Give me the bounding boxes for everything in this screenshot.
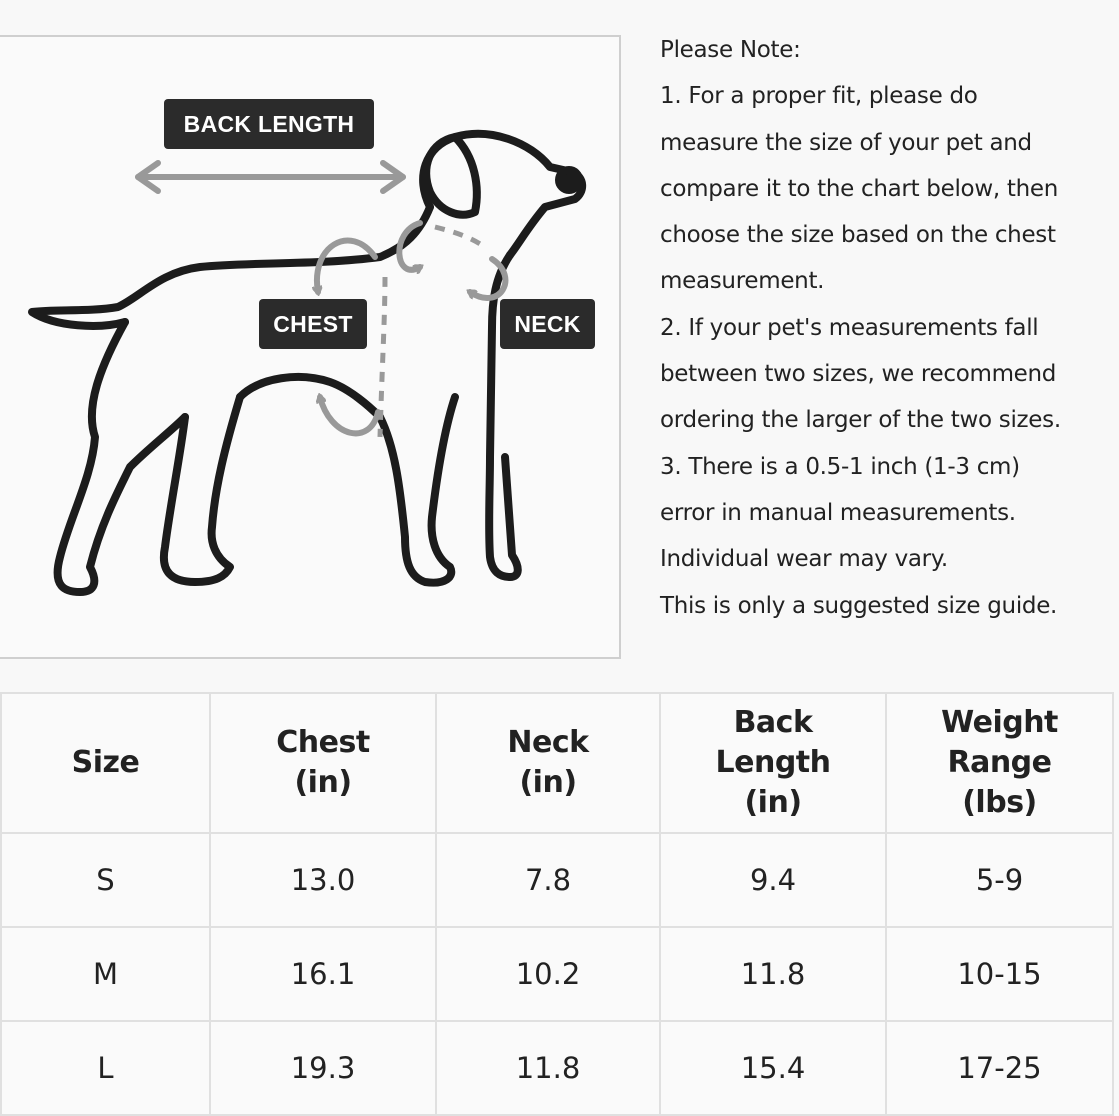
neck-curved-arrows-icon (396, 220, 509, 301)
header-chest: Chest (in) (209, 692, 437, 834)
notes-line: ordering the larger of the two sizes. (660, 407, 1061, 434)
notes-line: choose the size based on the chest (660, 222, 1056, 249)
header-back-length: Back Length (in) (659, 692, 887, 834)
notes-heading: Please Note: (660, 37, 801, 63)
dog-body-icon (28, 129, 587, 596)
table-row: L 19.3 11.8 15.4 17-25 (0, 1020, 1114, 1116)
header-neck: Neck (in) (435, 692, 661, 834)
notes-line: This is only a suggested size guide. (660, 592, 1058, 619)
dog-outline-icon (28, 129, 587, 596)
cell-size: L (0, 1020, 211, 1116)
cell-neck: 11.8 (435, 1020, 661, 1116)
notes-line: compare it to the chart below, then (660, 175, 1058, 202)
back-length-arrow-icon (135, 160, 406, 194)
notes-line: measure the size of your pet and (660, 129, 1032, 156)
header-weight-range: Weight Range (lbs) (885, 692, 1114, 834)
notes-line: 2. If your pet's measurements fall (660, 314, 1039, 341)
cell-neck: 7.8 (435, 832, 661, 928)
cell-chest: 19.3 (209, 1020, 437, 1116)
notes-line: Individual wear may vary. (660, 546, 948, 573)
notes-line: error in manual measurements. (660, 499, 1016, 526)
notes-line: measurement. (660, 268, 825, 295)
chest-curved-arrows-icon (317, 237, 381, 437)
table-row: S 13.0 7.8 9.4 5-9 (0, 832, 1114, 928)
cell-size: M (0, 926, 211, 1022)
size-chart-table: Size Chest (in) Neck (in) Back Length (i… (0, 692, 1114, 1116)
notes-line: 3. There is a 0.5-1 inch (1-3 cm) (660, 453, 1020, 480)
header-size: Size (0, 692, 211, 834)
cell-back-length: 15.4 (659, 1020, 887, 1116)
size-notes: Please Note: 1. For a proper fit, please… (660, 27, 1119, 629)
back-length-label: BACK LENGTH (164, 99, 374, 149)
cell-back-length: 9.4 (659, 832, 887, 928)
cell-weight-range: 5-9 (885, 832, 1114, 928)
notes-line: 1. For a proper fit, please do (660, 83, 978, 110)
cell-size: S (0, 832, 211, 928)
cell-chest: 16.1 (209, 926, 437, 1022)
table-row: M 16.1 10.2 11.8 10-15 (0, 926, 1114, 1022)
cell-chest: 13.0 (209, 832, 437, 928)
chest-label: CHEST (259, 299, 367, 349)
notes-line: between two sizes, we recommend (660, 361, 1057, 388)
cell-weight-range: 17-25 (885, 1020, 1114, 1116)
cell-back-length: 11.8 (659, 926, 887, 1022)
neck-dashed-icon (434, 224, 487, 250)
dog-measurement-diagram: BACK LENGTH CHEST NECK (0, 35, 621, 659)
cell-weight-range: 10-15 (885, 926, 1114, 1022)
neck-label: NECK (500, 299, 595, 349)
cell-neck: 10.2 (435, 926, 661, 1022)
table-header-row: Size Chest (in) Neck (in) Back Length (i… (0, 692, 1114, 834)
chest-dashed-icon (377, 276, 388, 438)
